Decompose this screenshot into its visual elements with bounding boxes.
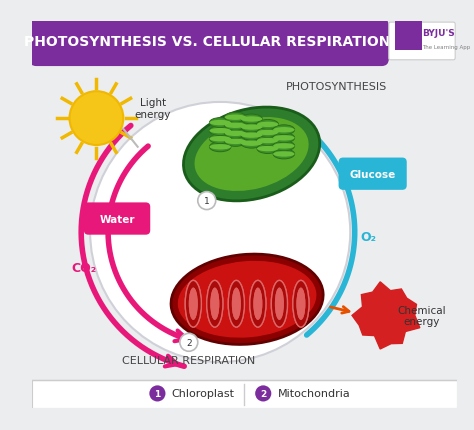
Text: Light
energy: Light energy [135, 98, 171, 120]
Ellipse shape [293, 281, 309, 327]
Ellipse shape [271, 281, 287, 327]
FancyBboxPatch shape [389, 23, 455, 61]
Ellipse shape [273, 134, 295, 144]
Ellipse shape [257, 123, 279, 128]
Ellipse shape [273, 126, 295, 135]
Ellipse shape [194, 118, 309, 191]
Ellipse shape [232, 288, 241, 320]
Ellipse shape [293, 281, 309, 327]
Ellipse shape [271, 281, 287, 327]
Text: B: B [405, 31, 412, 41]
Ellipse shape [241, 131, 262, 141]
Ellipse shape [257, 138, 279, 144]
Ellipse shape [250, 281, 266, 327]
Text: The Learning App: The Learning App [422, 45, 470, 50]
Text: Chloroplast: Chloroplast [172, 389, 235, 399]
Text: BYJU'S: BYJU'S [422, 29, 455, 38]
Ellipse shape [178, 261, 317, 338]
Text: 2: 2 [186, 338, 191, 347]
Ellipse shape [241, 141, 262, 147]
Ellipse shape [257, 136, 279, 146]
Ellipse shape [210, 129, 231, 134]
Ellipse shape [225, 121, 246, 131]
Ellipse shape [273, 144, 295, 149]
Ellipse shape [210, 120, 231, 126]
Ellipse shape [254, 288, 262, 320]
Ellipse shape [185, 281, 201, 327]
Text: PHOTOSYNTHESIS VS. CELLULAR RESPIRATION: PHOTOSYNTHESIS VS. CELLULAR RESPIRATION [24, 35, 390, 49]
Ellipse shape [296, 288, 305, 320]
Circle shape [149, 385, 165, 402]
Ellipse shape [257, 144, 279, 154]
Ellipse shape [273, 136, 295, 141]
Ellipse shape [241, 117, 262, 123]
Ellipse shape [183, 108, 320, 201]
Ellipse shape [210, 135, 231, 144]
FancyBboxPatch shape [32, 22, 382, 60]
Ellipse shape [273, 150, 295, 160]
Circle shape [70, 92, 123, 146]
Ellipse shape [241, 133, 262, 138]
Ellipse shape [225, 129, 246, 139]
Ellipse shape [225, 113, 246, 123]
Ellipse shape [210, 118, 231, 128]
Ellipse shape [275, 288, 284, 320]
Ellipse shape [225, 137, 246, 147]
Ellipse shape [210, 137, 231, 142]
Circle shape [180, 334, 198, 351]
Ellipse shape [241, 125, 262, 130]
Ellipse shape [207, 281, 223, 327]
Ellipse shape [225, 131, 246, 137]
Ellipse shape [210, 145, 231, 150]
Ellipse shape [232, 288, 241, 320]
Ellipse shape [228, 281, 245, 327]
Ellipse shape [273, 152, 295, 157]
Ellipse shape [254, 288, 262, 320]
Ellipse shape [257, 130, 279, 136]
Text: PHOTOSYNTHESIS: PHOTOSYNTHESIS [286, 82, 387, 92]
Ellipse shape [241, 115, 262, 125]
Text: 1: 1 [204, 197, 210, 206]
Circle shape [90, 103, 350, 362]
Circle shape [255, 385, 271, 402]
Polygon shape [352, 282, 420, 349]
Ellipse shape [171, 255, 323, 344]
Ellipse shape [210, 288, 219, 320]
Ellipse shape [273, 141, 295, 151]
Ellipse shape [210, 288, 219, 320]
Ellipse shape [241, 123, 262, 133]
FancyBboxPatch shape [338, 158, 407, 190]
Ellipse shape [241, 139, 262, 149]
Ellipse shape [225, 115, 246, 120]
Ellipse shape [210, 142, 231, 152]
Text: CELLULAR RESPIRATION: CELLULAR RESPIRATION [122, 356, 255, 365]
Ellipse shape [257, 128, 279, 138]
Ellipse shape [225, 123, 246, 129]
FancyBboxPatch shape [29, 19, 389, 67]
Ellipse shape [189, 288, 198, 320]
Text: Glucose: Glucose [349, 169, 396, 179]
FancyBboxPatch shape [32, 380, 457, 408]
Ellipse shape [275, 288, 284, 320]
Ellipse shape [273, 128, 295, 133]
Ellipse shape [207, 281, 223, 327]
Ellipse shape [210, 126, 231, 136]
Circle shape [198, 192, 216, 210]
FancyBboxPatch shape [84, 203, 150, 235]
Ellipse shape [228, 281, 245, 327]
Ellipse shape [296, 288, 305, 320]
Text: CO₂: CO₂ [71, 262, 96, 275]
Text: Mitochondria: Mitochondria [278, 389, 350, 399]
Ellipse shape [225, 139, 246, 145]
Text: 1: 1 [155, 389, 161, 398]
Text: Chemical
energy: Chemical energy [398, 305, 447, 326]
Text: Water: Water [100, 214, 135, 224]
Text: 2: 2 [260, 389, 266, 398]
Ellipse shape [250, 281, 266, 327]
Ellipse shape [185, 281, 201, 327]
Ellipse shape [257, 147, 279, 152]
Ellipse shape [189, 288, 198, 320]
Ellipse shape [257, 120, 279, 130]
Text: O₂: O₂ [360, 230, 376, 243]
